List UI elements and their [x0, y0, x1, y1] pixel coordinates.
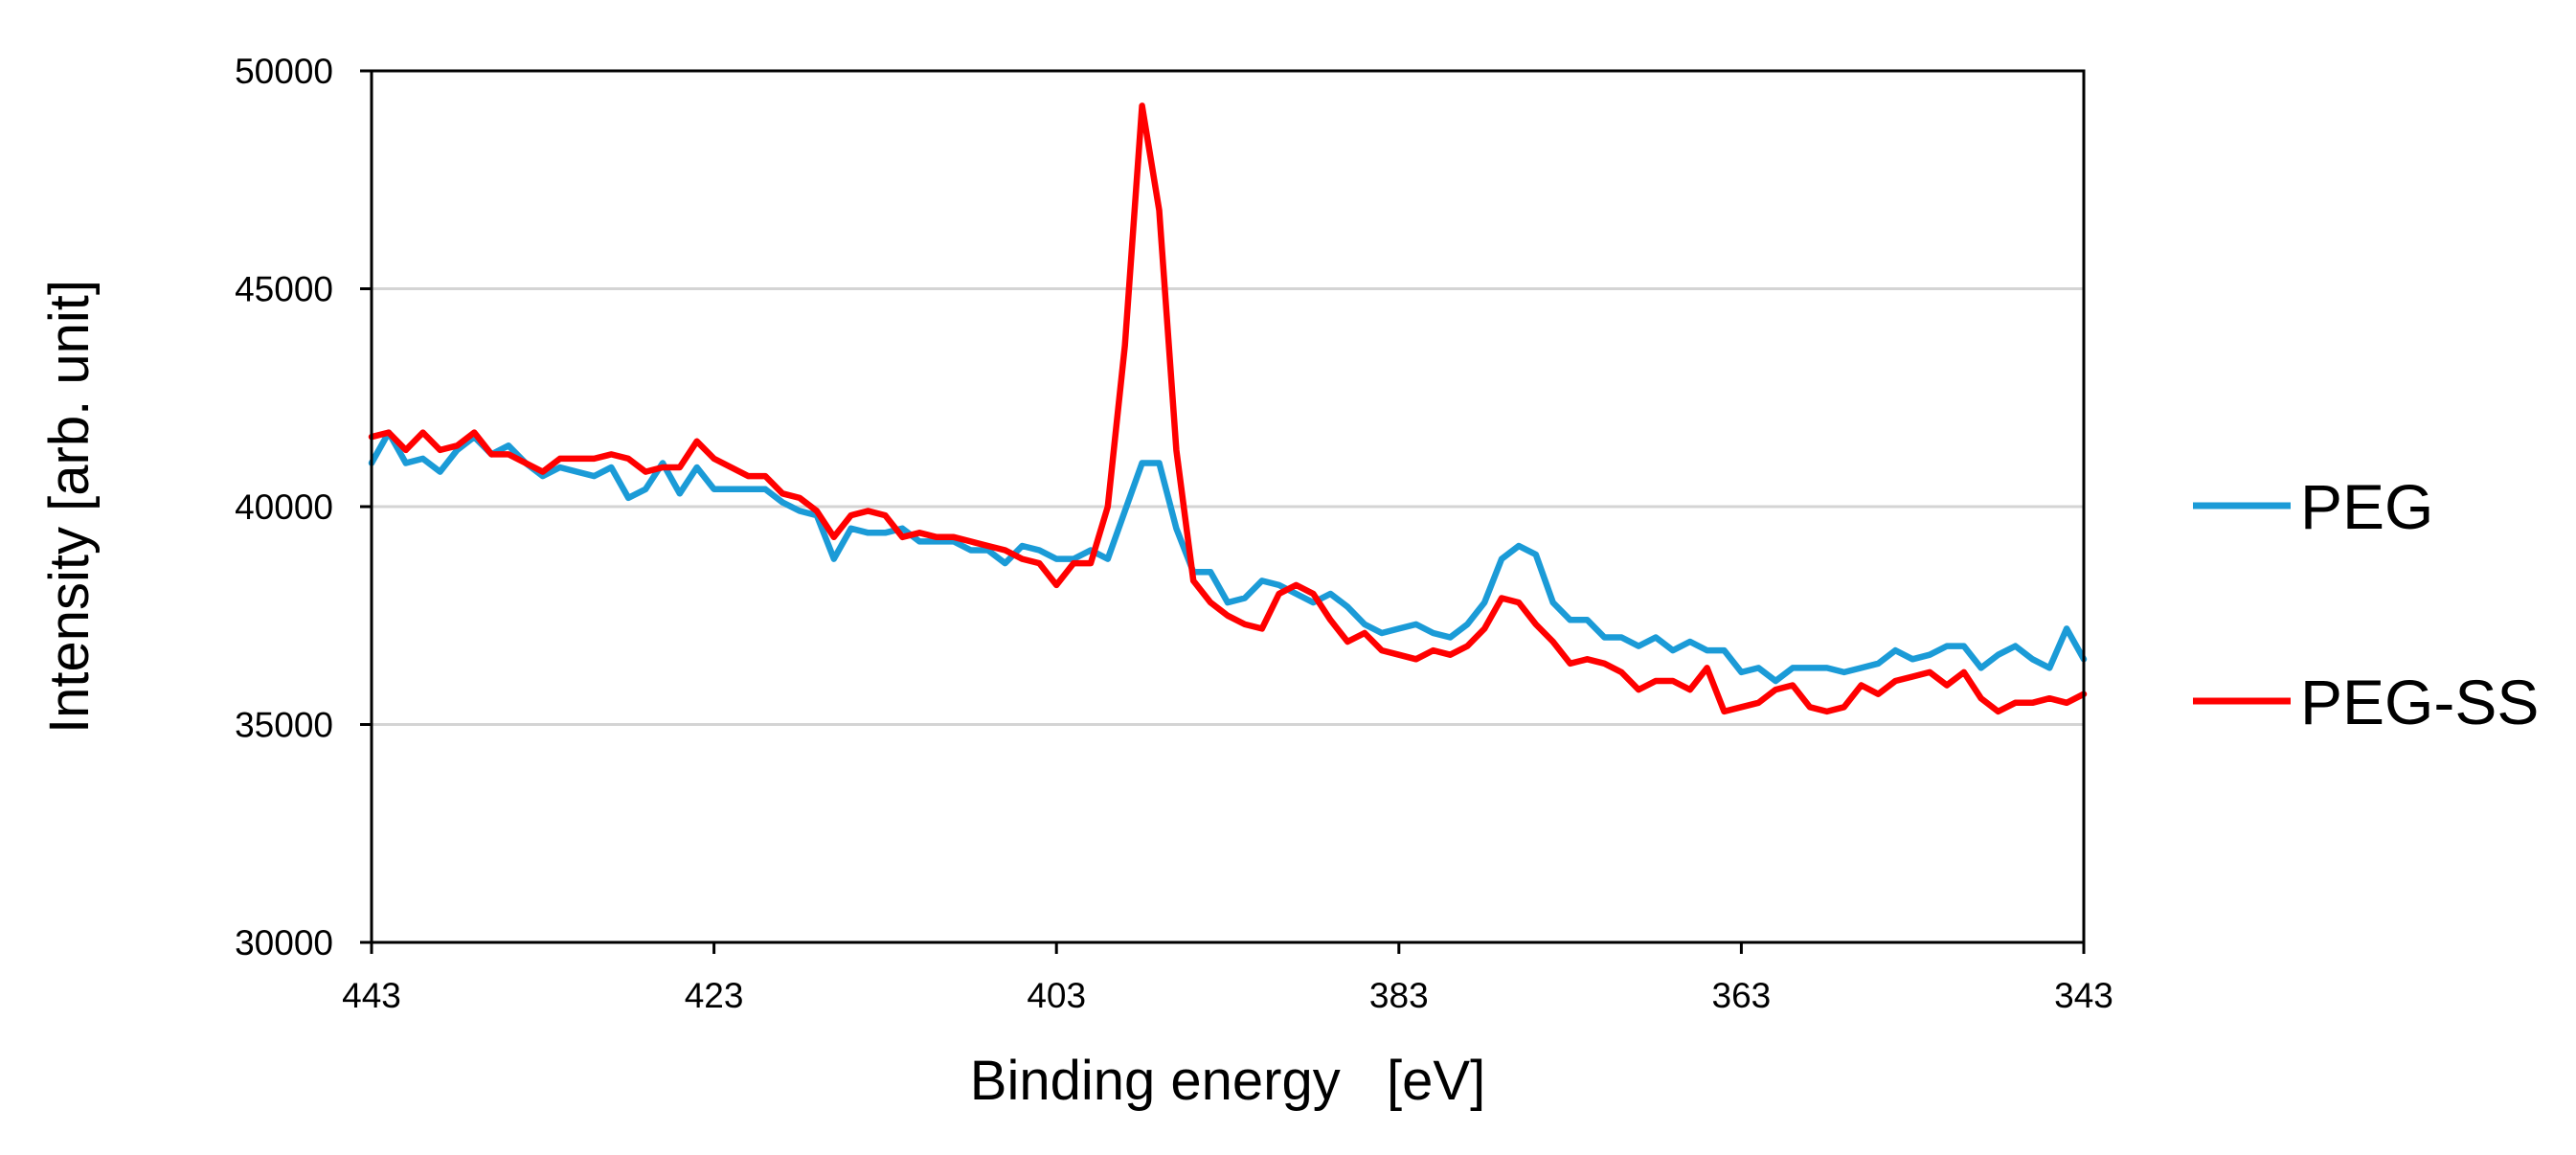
legend-label: PEG — [2300, 471, 2433, 542]
x-tick-label: 423 — [685, 976, 744, 1015]
x-axis-tick-labels: 443 423 403 383 363 343 — [342, 976, 2113, 1015]
y-tick-label: 50000 — [235, 52, 333, 91]
x-tick-label: 343 — [2054, 976, 2113, 1015]
series-lines — [368, 102, 2088, 715]
axis-ticks — [360, 69, 2086, 954]
x-tick-label: 383 — [1369, 976, 1429, 1015]
gridlines — [372, 287, 2084, 726]
y-axis-title: Intensity [arb. unit] — [38, 280, 101, 734]
y-axis-tick-labels: 30000 35000 40000 45000 50000 — [235, 52, 333, 962]
x-tick-label: 443 — [342, 976, 401, 1015]
y-tick-label: 40000 — [235, 487, 333, 527]
y-tick-label: 30000 — [235, 923, 333, 962]
y-tick-label: 45000 — [235, 270, 333, 309]
series-line-peg-ss — [368, 102, 2088, 715]
x-axis-title: Binding energy [eV] — [970, 1050, 1485, 1112]
y-tick-label: 35000 — [235, 706, 333, 745]
legend: PEG PEG-SS — [2193, 471, 2539, 737]
x-tick-label: 403 — [1027, 976, 1086, 1015]
legend-item-peg: PEG — [2193, 471, 2433, 542]
x-tick-label: 363 — [1712, 976, 1772, 1015]
legend-item-peg-ss: PEG-SS — [2193, 667, 2539, 737]
legend-label: PEG-SS — [2300, 667, 2539, 737]
